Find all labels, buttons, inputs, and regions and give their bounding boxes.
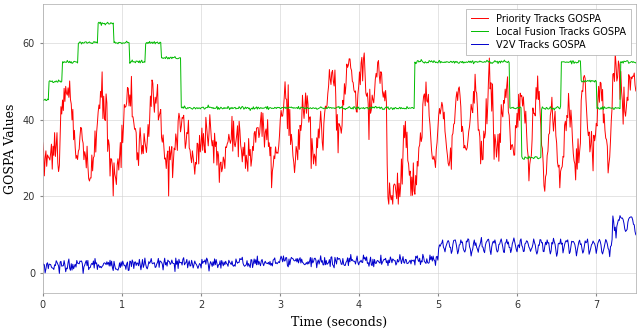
Y-axis label: GOSPA Values: GOSPA Values: [4, 103, 17, 193]
Local Fusion Tracks GOSPA: [509, 105, 517, 109]
Priority Tracks GOSPA: [360, 51, 368, 55]
Priority Tracks GOSPA: [152, 101, 160, 105]
Priority Tracks GOSPA: [385, 202, 392, 206]
Local Fusion Tracks GOSPA: [305, 107, 312, 111]
Local Fusion Tracks GOSPA: [236, 106, 244, 110]
V2V Tracks GOSPA: [305, 262, 312, 266]
Priority Tracks GOSPA: [39, 141, 47, 145]
V2V Tracks GOSPA: [153, 262, 161, 266]
Priority Tracks GOSPA: [632, 89, 639, 93]
Priority Tracks GOSPA: [510, 153, 518, 157]
Line: Local Fusion Tracks GOSPA: Local Fusion Tracks GOSPA: [43, 22, 636, 160]
V2V Tracks GOSPA: [509, 239, 517, 243]
Local Fusion Tracks GOSPA: [39, 98, 47, 102]
V2V Tracks GOSPA: [632, 233, 639, 237]
Priority Tracks GOSPA: [387, 198, 395, 202]
Local Fusion Tracks GOSPA: [520, 158, 528, 162]
V2V Tracks GOSPA: [236, 256, 244, 260]
Line: Priority Tracks GOSPA: Priority Tracks GOSPA: [43, 53, 636, 204]
V2V Tracks GOSPA: [39, 261, 47, 265]
Local Fusion Tracks GOSPA: [387, 106, 394, 110]
X-axis label: Time (seconds): Time (seconds): [291, 316, 387, 329]
V2V Tracks GOSPA: [387, 255, 394, 259]
Priority Tracks GOSPA: [236, 119, 243, 123]
V2V Tracks GOSPA: [417, 259, 425, 263]
Local Fusion Tracks GOSPA: [632, 61, 639, 65]
Local Fusion Tracks GOSPA: [153, 40, 161, 44]
Local Fusion Tracks GOSPA: [97, 20, 104, 24]
V2V Tracks GOSPA: [56, 271, 63, 275]
Legend: Priority Tracks GOSPA, Local Fusion Tracks GOSPA, V2V Tracks GOSPA: Priority Tracks GOSPA, Local Fusion Trac…: [466, 9, 631, 55]
Priority Tracks GOSPA: [418, 135, 426, 139]
Local Fusion Tracks GOSPA: [417, 58, 425, 62]
Priority Tracks GOSPA: [304, 102, 312, 106]
Line: V2V Tracks GOSPA: V2V Tracks GOSPA: [43, 215, 636, 273]
V2V Tracks GOSPA: [616, 213, 624, 217]
